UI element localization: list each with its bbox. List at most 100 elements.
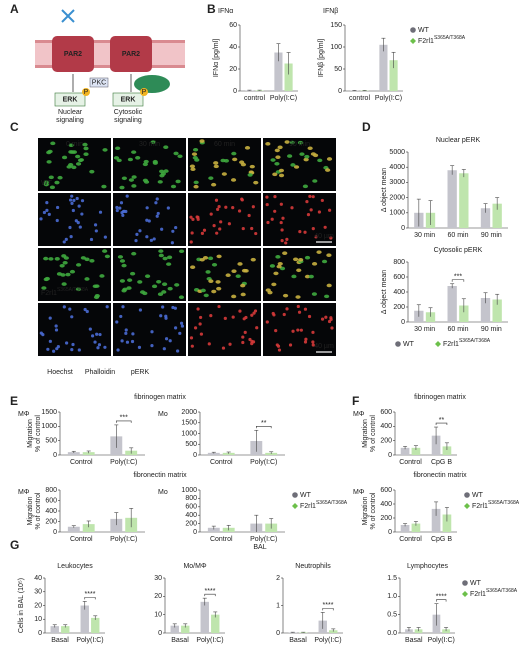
legend-label: F2rl1S365A/T368A (443, 338, 491, 348)
significance-label: **** (323, 602, 334, 609)
nucleus (291, 329, 295, 333)
nucleus (223, 316, 227, 320)
x-tick-label: control (349, 95, 370, 102)
legend-marker (292, 492, 298, 498)
cell (62, 260, 68, 265)
y-tick-label: 200 (45, 518, 57, 525)
label-text: F2rl1 (443, 341, 459, 348)
x-tick-label: Poly(I:C) (110, 536, 137, 543)
bar (411, 523, 421, 532)
significance-label: *** (454, 274, 462, 281)
cell (208, 176, 214, 180)
cell (203, 293, 209, 298)
nucleus (251, 205, 255, 209)
label-text: WT (472, 492, 484, 499)
y-tick-label: 40 (229, 44, 237, 51)
phospho (140, 88, 148, 96)
nucleus (190, 344, 194, 348)
y-tick-label: 20 (229, 66, 237, 73)
cell (158, 253, 164, 258)
nucleus (241, 335, 245, 339)
nucleus (52, 349, 56, 353)
nucleus (96, 346, 100, 350)
nucleus (70, 194, 74, 198)
nucleus (221, 346, 226, 350)
cell (250, 257, 256, 262)
nucleus (85, 309, 89, 314)
cell (84, 277, 90, 281)
y-tick-label: 0 (53, 452, 57, 459)
nucleus (95, 332, 99, 336)
cell (295, 295, 301, 299)
nucleus (134, 238, 138, 243)
cell (237, 262, 243, 266)
panel-label: C (10, 120, 19, 134)
nucleus (80, 199, 85, 203)
cell (297, 140, 304, 145)
cell (293, 257, 299, 262)
nucleus (231, 315, 235, 319)
cell (278, 168, 285, 173)
nucleus (265, 202, 269, 207)
nucleus (152, 237, 156, 241)
nucleus (311, 330, 315, 334)
cell (278, 173, 285, 178)
nucleus (285, 307, 289, 311)
cell (304, 274, 311, 279)
channel-label: pERK (131, 369, 150, 376)
nucleus (168, 339, 172, 343)
significance-label: **** (205, 588, 216, 595)
y-tick-label: 0.5 (387, 612, 397, 619)
cell (78, 158, 84, 162)
cell (326, 283, 332, 288)
cell (302, 184, 309, 189)
y-tick-label: 4000 (389, 164, 405, 171)
cell (166, 262, 172, 266)
nucleus (89, 237, 94, 242)
bar (284, 63, 293, 91)
cell (170, 184, 177, 189)
y-tick-label: 1000 (181, 430, 197, 437)
receptor (52, 36, 94, 72)
nucleus (305, 199, 309, 204)
erk-box (54, 92, 86, 107)
nucleus (149, 238, 153, 242)
y-tick-label: 800 (185, 495, 197, 502)
bar (400, 525, 410, 532)
cell (311, 262, 318, 266)
cell (271, 282, 277, 287)
cell (75, 154, 81, 159)
nucleus (94, 229, 98, 233)
cell (287, 154, 293, 158)
significance-bracket (322, 608, 334, 611)
x-tick-label: Poly(I:C) (375, 95, 402, 102)
nucleus (131, 332, 135, 336)
time-label: 0 min (66, 141, 83, 148)
cell (54, 180, 60, 185)
cell (69, 150, 76, 154)
cell (282, 293, 289, 298)
chart-title: Neutrophils (295, 563, 331, 570)
x-tick-label: 90 min (481, 232, 502, 239)
cell (312, 179, 318, 183)
nucleus (307, 314, 312, 319)
cell (127, 278, 133, 282)
cell (127, 157, 134, 162)
nucleus (317, 210, 322, 214)
cell (166, 255, 173, 260)
chart-title: Mo (158, 489, 168, 496)
scale-label: 40 µm (314, 233, 334, 240)
nucleus (247, 213, 251, 218)
cell (289, 140, 295, 145)
cell (54, 257, 60, 261)
chart-title: Cytosolic pERK (434, 247, 483, 254)
cell (130, 271, 136, 276)
label-text: F2rl1 (418, 38, 434, 45)
nucleus (42, 210, 47, 215)
receptor (110, 36, 152, 72)
nucleus (124, 209, 128, 214)
significance-bracket (84, 597, 96, 600)
cell (151, 284, 158, 289)
output-label: Nuclear (58, 109, 83, 116)
output-label: signaling (56, 117, 84, 124)
